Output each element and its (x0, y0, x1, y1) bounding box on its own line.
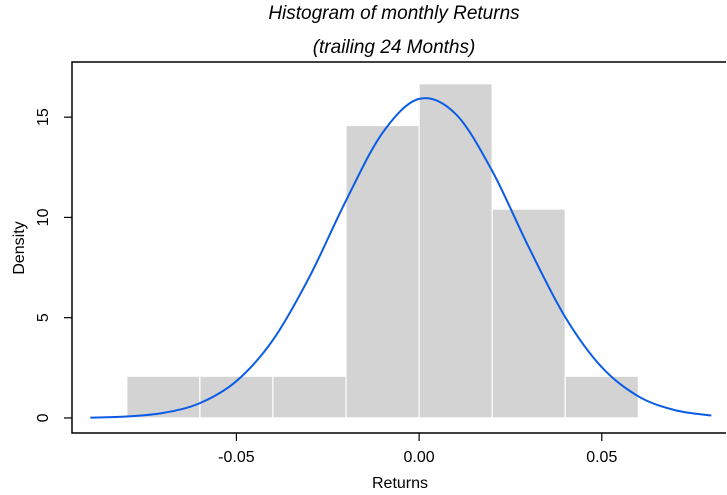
x-tick-label: 0.05 (586, 449, 617, 466)
y-tick-label: 15 (35, 108, 52, 126)
y-tick-label: 5 (35, 313, 52, 322)
y-axis-label: Density (11, 221, 28, 274)
y-tick-label: 10 (35, 208, 52, 226)
bar (126, 375, 201, 419)
x-tick-label: 0.00 (404, 449, 435, 466)
density-curve (90, 97, 712, 419)
bar (564, 375, 639, 419)
chart-title: Histogram of monthly Returns (268, 3, 520, 24)
x-axis-label: Returns (372, 475, 428, 492)
x-tick-label: -0.05 (218, 449, 255, 466)
y-tick-label: 0 (35, 413, 52, 422)
bar (491, 208, 566, 419)
bar (418, 83, 493, 419)
bar (345, 124, 420, 419)
plot-frame (71, 61, 726, 434)
bar (272, 375, 347, 419)
chart-subtitle: (trailing 24 Months) (313, 37, 476, 58)
